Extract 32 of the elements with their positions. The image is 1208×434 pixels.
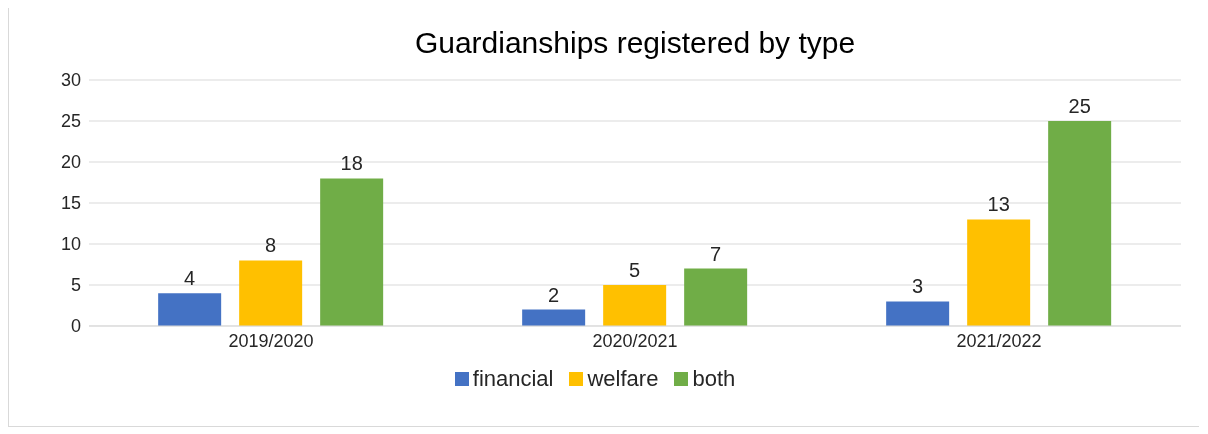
bar (684, 268, 748, 326)
bar (1048, 121, 1112, 326)
data-label: 5 (629, 259, 641, 281)
bar (967, 219, 1031, 326)
y-tick-label: 25 (60, 111, 81, 132)
y-tick-label: 0 (70, 316, 81, 337)
bar (522, 309, 586, 326)
y-tick-label: 10 (60, 234, 81, 255)
x-tick-label: 2020/2021 (592, 330, 678, 351)
chart-title: Guardianships registered by type (413, 26, 857, 60)
data-label: 4 (184, 267, 196, 290)
data-label: 2 (548, 283, 560, 306)
bar (886, 301, 950, 326)
data-label: 3 (912, 275, 924, 298)
data-label: 25 (1068, 95, 1091, 117)
data-label: 13 (987, 193, 1010, 216)
x-tick-label: 2021/2022 (956, 330, 1042, 351)
bar (320, 178, 384, 326)
legend-label: financial (472, 366, 554, 392)
y-tick-label: 15 (60, 193, 81, 214)
y-tick-label: 30 (60, 70, 81, 91)
y-tick-label: 5 (70, 275, 81, 296)
y-tick-label: 20 (60, 152, 81, 173)
legend-label: welfare (587, 366, 659, 392)
data-label: 18 (340, 152, 363, 175)
x-tick-label: 2019/2020 (228, 330, 314, 351)
data-label: 8 (265, 234, 277, 257)
bar (158, 293, 222, 326)
legend-label: both (692, 366, 736, 392)
data-label: 7 (710, 242, 722, 265)
bar (239, 260, 303, 326)
bar (603, 285, 667, 326)
